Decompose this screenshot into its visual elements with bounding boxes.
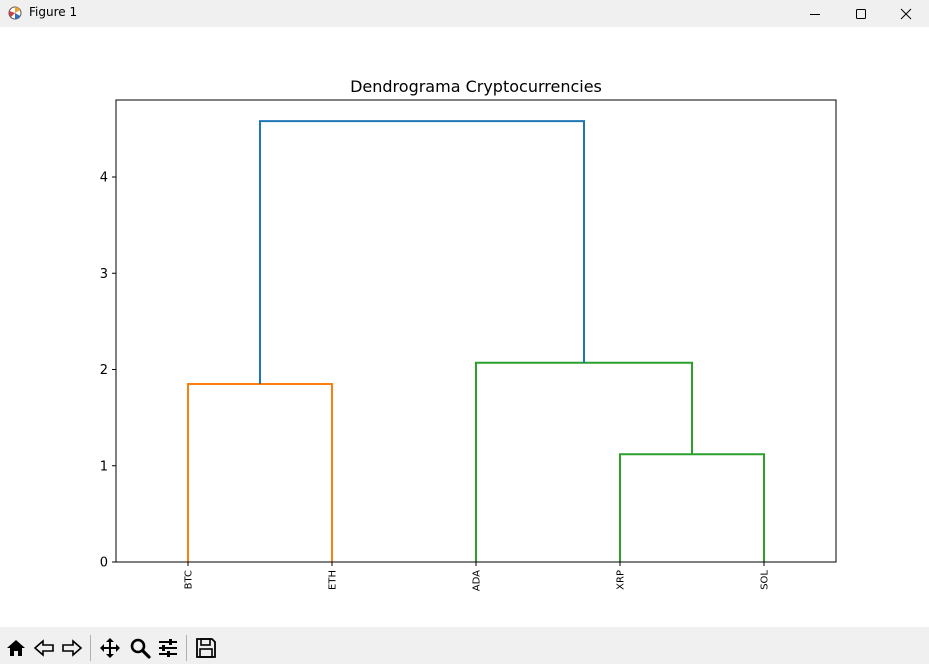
pan-icon bbox=[100, 638, 120, 658]
back-icon bbox=[33, 639, 54, 657]
close-button[interactable] bbox=[883, 0, 929, 27]
dendrogram-link-1 bbox=[187, 382, 333, 562]
zoom-icon bbox=[130, 638, 151, 659]
y-tick-label: 1 bbox=[100, 459, 108, 474]
chart-title: Dendrograma Cryptocurrencies bbox=[350, 77, 602, 96]
figure-canvas[interactable]: Dendrograma Cryptocurrencies 0 1 2 3 4 BTC ET… bbox=[0, 27, 929, 627]
maximize-icon bbox=[856, 8, 866, 19]
forward-icon bbox=[62, 639, 83, 657]
app-icon bbox=[8, 6, 22, 20]
zoom-button[interactable] bbox=[129, 637, 151, 659]
leaf-label-eth: ETH bbox=[328, 570, 339, 590]
leaf-label-btc: BTC bbox=[184, 570, 195, 589]
pan-button[interactable] bbox=[99, 637, 121, 659]
minimize-button[interactable] bbox=[792, 0, 838, 27]
home-button[interactable] bbox=[5, 637, 27, 659]
save-button[interactable] bbox=[195, 637, 217, 659]
y-tick-label: 0 bbox=[100, 556, 108, 571]
maximize-button[interactable] bbox=[838, 0, 884, 27]
axes-frame bbox=[115, 99, 837, 563]
forward-button[interactable] bbox=[61, 637, 83, 659]
configure-subplots-icon bbox=[159, 639, 177, 657]
leaf-label-xrp: XRP bbox=[616, 570, 627, 590]
leaf-label-ada: ADA bbox=[472, 570, 483, 591]
dendrogram-chart: Dendrograma Cryptocurrencies 0 1 2 3 4 BTC ET… bbox=[100, 77, 837, 591]
home-icon bbox=[7, 640, 25, 656]
window-titlebar: Figure 1 bbox=[0, 0, 929, 27]
y-tick-label: 4 bbox=[100, 171, 108, 186]
leaf-label-sol: SOL bbox=[760, 570, 771, 590]
navigation-toolbar bbox=[0, 627, 929, 664]
window-title: Figure 1 bbox=[29, 5, 78, 19]
minimize-icon bbox=[810, 13, 820, 15]
configure-subplots-button[interactable] bbox=[157, 637, 179, 659]
back-button[interactable] bbox=[33, 637, 55, 659]
y-tick-label: 3 bbox=[100, 267, 108, 282]
toolbar-separator bbox=[186, 635, 187, 661]
save-icon bbox=[196, 638, 216, 658]
close-icon bbox=[900, 8, 912, 19]
dendrogram-link-4 bbox=[259, 120, 585, 384]
dendrogram-link-3 bbox=[475, 361, 693, 562]
dendrogram-link-2 bbox=[619, 453, 765, 562]
y-tick-label: 2 bbox=[100, 363, 108, 378]
toolbar-separator bbox=[90, 635, 91, 661]
